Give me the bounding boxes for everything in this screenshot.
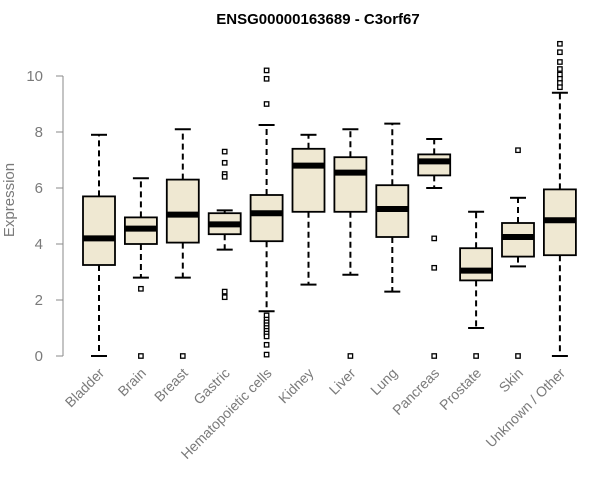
category-label: Brain <box>115 365 149 399</box>
outlier-point <box>138 353 144 359</box>
outlier-point <box>263 101 270 107</box>
category-label: Bladder <box>62 365 108 411</box>
box-prostate <box>459 210 494 359</box>
box-kidney <box>291 133 326 286</box>
outlier-point <box>263 341 270 348</box>
outlier-point <box>263 75 270 82</box>
box-lung <box>375 122 410 293</box>
outlier-point <box>263 351 270 358</box>
boxes-group <box>82 40 577 359</box>
y-tick-label: 2 <box>35 292 43 309</box>
box-gastric <box>207 148 242 301</box>
box-liver <box>333 128 368 359</box>
box-unknown-other <box>543 40 577 357</box>
iqr-box <box>333 156 368 213</box>
outlier-point <box>557 59 563 65</box>
category-label: Breast <box>151 365 191 405</box>
box-brain <box>124 177 158 359</box>
iqr-box <box>459 247 494 282</box>
outlier-point <box>473 353 479 359</box>
box-breast <box>165 128 200 359</box>
iqr-box <box>417 153 452 177</box>
category-label: Skin <box>496 365 527 396</box>
outlier-point <box>431 235 438 242</box>
outlier-point <box>515 353 521 359</box>
outlier-point <box>138 285 144 292</box>
outlier-point <box>263 333 270 340</box>
category-label: Unknown / Other <box>482 365 568 451</box>
y-tick-label: 6 <box>35 180 43 197</box>
outlier-point <box>557 66 563 72</box>
outlier-point <box>347 353 354 359</box>
category-label: Kidney <box>275 365 317 407</box>
outlier-point <box>221 148 228 155</box>
outlier-point <box>221 288 228 295</box>
box-hematopoietic-cells <box>249 67 284 358</box>
box-pancreas <box>417 138 452 359</box>
outlier-point <box>557 40 563 47</box>
y-tick-label: 4 <box>35 236 43 253</box>
outlier-point <box>515 147 521 154</box>
outlier-point <box>557 49 563 56</box>
iqr-box <box>291 147 326 213</box>
iqr-box <box>82 195 116 266</box>
outlier-point <box>221 159 228 166</box>
iqr-box <box>249 194 284 243</box>
y-axis: 0 2 4 6 8 10 <box>26 68 64 365</box>
outlier-point <box>221 294 228 301</box>
category-label: Lung <box>367 365 400 398</box>
outlier-point <box>179 353 186 359</box>
y-tick-label: 10 <box>26 68 43 85</box>
outlier-point <box>557 84 563 91</box>
iqr-box <box>165 178 200 244</box>
outlier-point <box>431 353 438 359</box>
outlier-point <box>221 173 228 180</box>
y-tick-label: 0 <box>35 348 43 365</box>
box-bladder <box>82 133 116 357</box>
category-label: Prostate <box>436 365 484 413</box>
y-tick-label: 8 <box>35 124 43 141</box>
chart-title: ENSG00000163689 - C3orf67 <box>216 11 419 28</box>
y-axis-title: Expression <box>1 163 18 237</box>
category-label: Pancreas <box>389 365 442 418</box>
category-label: Liver <box>326 365 359 398</box>
outlier-point <box>431 264 438 271</box>
box-skin <box>501 147 535 359</box>
outlier-point <box>263 67 270 74</box>
